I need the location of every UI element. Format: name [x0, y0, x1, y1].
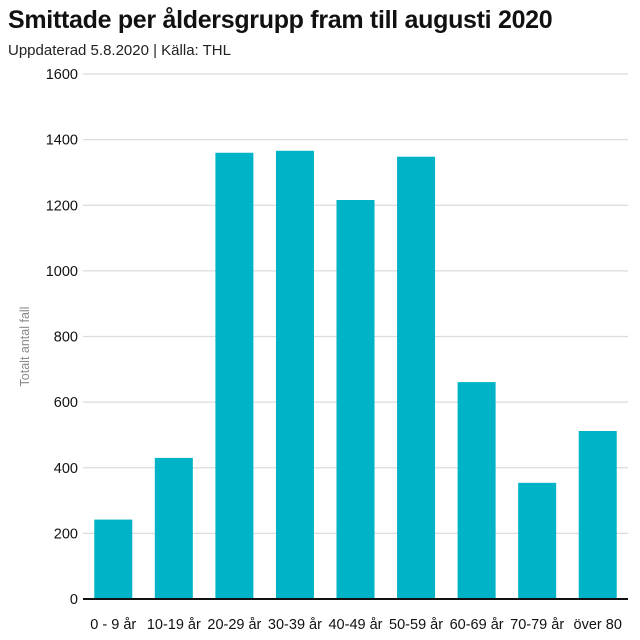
bar — [336, 200, 375, 599]
x-tick-label: över 80 — [574, 617, 622, 633]
bar — [275, 150, 314, 599]
x-tick-label: 60-69 år — [450, 617, 504, 633]
chart-subtitle: Uppdaterad 5.8.2020 | Källa: THL — [8, 42, 231, 59]
y-tick-label: 0 — [70, 592, 78, 608]
y-tick-label: 800 — [54, 330, 78, 346]
y-tick-label: 200 — [54, 526, 78, 542]
x-tick-label: 30-39 år — [268, 617, 322, 633]
x-tick-label: 10-19 år — [147, 617, 201, 633]
y-tick-label: 600 — [54, 395, 78, 411]
y-tick-label: 1000 — [46, 264, 78, 280]
bar — [94, 519, 133, 599]
x-tick-label: 70-79 år — [510, 617, 564, 633]
y-tick-label: 1600 — [46, 67, 78, 83]
x-tick-label: 40-49 år — [328, 617, 382, 633]
bar — [457, 382, 496, 599]
chart-title: Smittade per åldersgrupp fram till augus… — [8, 6, 553, 34]
bar — [518, 482, 557, 599]
y-tick-label: 1400 — [46, 133, 78, 149]
bar — [215, 152, 254, 599]
bar — [397, 156, 436, 599]
y-axis-label: Totalt antal fall — [18, 307, 32, 387]
x-tick-label: 0 - 9 år — [90, 617, 136, 633]
x-tick-label: 20-29 år — [207, 617, 261, 633]
y-tick-label: 1200 — [46, 198, 78, 214]
y-tick-label: 400 — [54, 461, 78, 477]
x-tick-label: 50-59 år — [389, 617, 443, 633]
bar — [578, 431, 617, 599]
bar — [154, 457, 193, 599]
